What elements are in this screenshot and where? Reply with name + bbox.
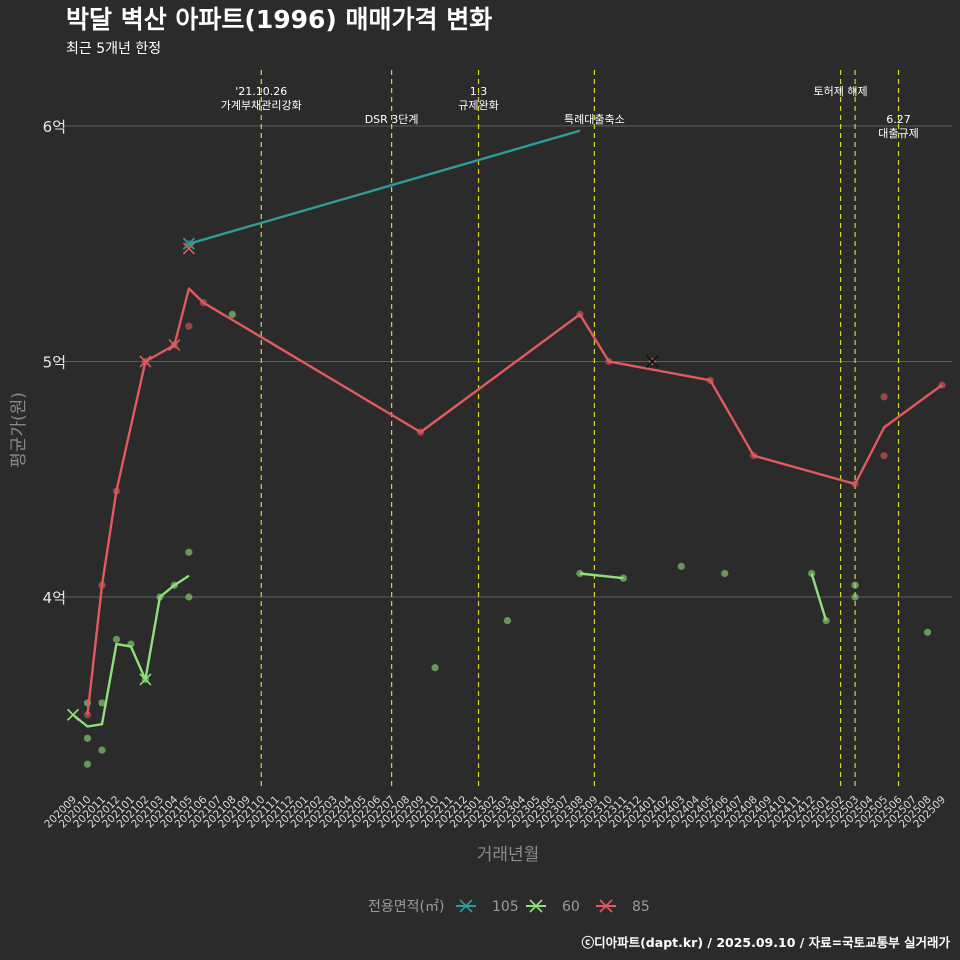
series-60-point [185, 593, 193, 601]
legend-swatch-cross [599, 899, 613, 913]
event-label-line: 토허제 해제 [814, 84, 868, 98]
legend-label: 85 [632, 899, 650, 915]
chart-title: 박달 벽산 아파트(1996) 매매가격 변화 [66, 5, 492, 34]
series-60-line [72, 574, 190, 728]
legend-item-60: 60 [526, 899, 580, 915]
y-tick-label: 4억 [43, 589, 66, 607]
event-label-line: 6.27 [886, 113, 911, 126]
series-105-cross [182, 237, 195, 250]
series-60-cross [66, 708, 80, 721]
event-label-line: 특례대출축소 [564, 113, 625, 126]
event-label-line: '21.10.26 [235, 85, 287, 98]
grid-lines [63, 125, 952, 598]
series-85-highlight-cross [645, 354, 659, 369]
legend: 전용면적(㎡) 105 60 85 [368, 899, 650, 915]
series-60-point [431, 664, 439, 672]
cross-stroke [645, 354, 659, 369]
y-axis-ticks: 4억 5억 6억 [43, 118, 66, 607]
series-60-point [923, 628, 932, 636]
event-label: 특례대출축소 [564, 113, 625, 126]
y-axis-title: 평균가(원) [9, 392, 29, 468]
legend-item-105: 105 [456, 899, 519, 915]
cross-stroke [139, 355, 152, 368]
series-105-line [188, 129, 581, 245]
series-60-point [185, 548, 193, 556]
series-60-point [228, 310, 236, 318]
cross-stroke [182, 242, 195, 255]
series-85-cross [139, 355, 152, 368]
cross-stroke [139, 673, 152, 686]
legend-swatch-cross [459, 899, 473, 913]
legend-title: 전용면적(㎡) [368, 899, 444, 915]
series-85-cross [168, 338, 181, 352]
event-label-line: 1.3 [470, 85, 488, 98]
event-label: 1.3 규제완화 [458, 85, 498, 112]
y-tick-label: 6억 [43, 118, 66, 136]
event-label: DSR 3단계 [365, 113, 419, 126]
chart-caption: ⓒ디아파트(dapt.kr) / 2025.09.10 / 자료=국토교통부 실… [582, 935, 951, 950]
event-label: 6.27 대출규제 [878, 113, 918, 140]
series-layer [66, 129, 946, 768]
series-60-line-segment [810, 573, 828, 621]
series-60-line-segment [579, 572, 624, 580]
legend-label: 105 [492, 899, 519, 915]
chart-subtitle: 최근 5개년 한정 [66, 41, 161, 57]
event-label: 토허제 해제 [814, 84, 868, 98]
series-60-point [98, 746, 106, 754]
series-85-point [880, 393, 888, 401]
event-label-line: DSR 3단계 [365, 113, 419, 126]
series-60-point [677, 562, 685, 570]
event-label-line: 가계부채관리강화 [221, 99, 302, 112]
series-60-point [98, 699, 106, 707]
series-60-cross [139, 673, 152, 686]
event-label-line: 규제완화 [458, 99, 498, 112]
series-60-point [808, 569, 816, 578]
event-label: '21.10.26 가계부채관리강화 [221, 85, 302, 112]
y-tick-label: 5억 [43, 354, 66, 372]
x-axis-title: 거래년월 [477, 845, 540, 865]
series-60-point [721, 569, 729, 578]
legend-item-85: 85 [596, 899, 650, 915]
series-60-point [112, 635, 121, 643]
series-60-point [851, 593, 859, 601]
series-60-point [851, 581, 859, 589]
series-60-point [83, 760, 92, 768]
series-60-point [503, 616, 512, 625]
series-85-point [880, 452, 888, 460]
cross-stroke [182, 237, 195, 250]
series-85-cross [182, 242, 195, 255]
series-60-point [83, 734, 92, 742]
cross-stroke [168, 338, 181, 352]
legend-swatch-cross [529, 899, 543, 913]
series-85-point [185, 322, 193, 330]
legend-label: 60 [562, 899, 580, 915]
event-label-line: 대출규제 [878, 127, 918, 140]
series-85-line [86, 287, 943, 715]
cross-stroke [66, 708, 80, 721]
